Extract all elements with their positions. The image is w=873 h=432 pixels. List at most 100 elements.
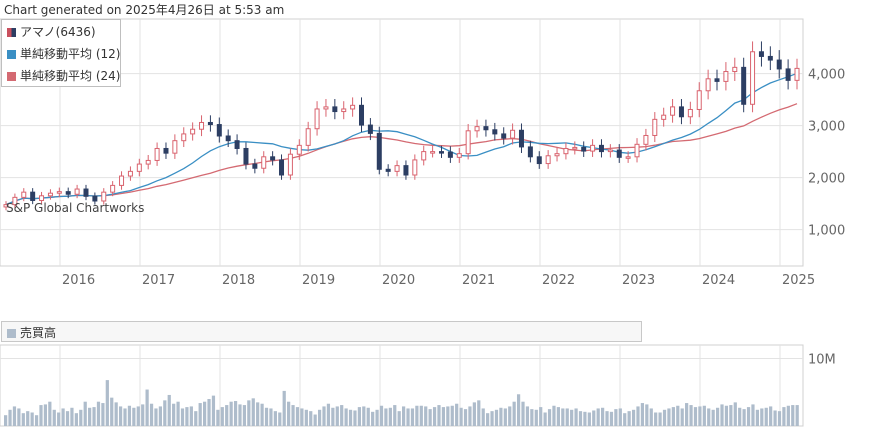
volume-bar	[428, 409, 432, 426]
candle	[359, 97, 365, 133]
volume-bar	[556, 407, 560, 426]
volume-bar	[525, 406, 530, 426]
candle	[581, 141, 587, 157]
candle	[545, 150, 551, 169]
volume-bar	[269, 408, 273, 426]
volume-bar	[61, 408, 65, 426]
candle	[332, 99, 338, 120]
price-y-tick-label: 1,000	[808, 224, 845, 239]
volume-bar	[70, 407, 74, 426]
candle-body	[234, 140, 240, 149]
candle	[616, 144, 622, 163]
volume-bar	[486, 413, 490, 426]
candle	[367, 118, 373, 141]
volume-bar	[419, 405, 423, 426]
volume-bar	[300, 408, 304, 426]
candle	[527, 140, 533, 163]
candle	[750, 41, 756, 113]
candle-body	[563, 147, 569, 155]
candle	[421, 145, 427, 166]
volume-bar	[260, 403, 264, 426]
volume-bar	[21, 413, 25, 426]
volume-bar	[340, 405, 344, 426]
volume-bar	[636, 406, 640, 426]
candle	[607, 144, 613, 158]
volume-bar	[145, 389, 149, 426]
volume-bar	[220, 407, 224, 426]
candle-body	[190, 128, 196, 135]
candle	[225, 129, 231, 148]
volume-bar	[490, 411, 494, 426]
volume-bar	[331, 407, 335, 426]
candle-body	[607, 149, 613, 153]
candle	[643, 128, 649, 151]
candle-body	[376, 132, 382, 170]
candle	[563, 142, 569, 160]
candle-body	[403, 165, 409, 176]
candle-body	[110, 184, 116, 193]
candle-body	[501, 133, 507, 139]
volume-bar	[601, 407, 605, 426]
volume-bar	[415, 405, 419, 426]
candle-body	[296, 144, 302, 155]
candle-body	[287, 153, 293, 176]
volume-bar	[614, 409, 618, 426]
candle	[350, 97, 356, 117]
price-x-tick-label: 2023	[622, 273, 655, 288]
candle	[438, 145, 444, 158]
price-y-axis: 1,000 2,000 3,000 4,000	[808, 68, 845, 239]
candle	[714, 69, 720, 91]
candle	[430, 145, 436, 158]
candle	[323, 99, 329, 117]
sma-12-line	[5, 72, 798, 206]
volume-bar	[388, 407, 392, 426]
volume-bar	[304, 409, 308, 426]
volume-bar	[43, 404, 48, 426]
volume-bar	[57, 412, 61, 426]
volume-bar	[251, 398, 255, 426]
sma12-swatch-icon	[7, 50, 16, 59]
volume-bar	[278, 412, 282, 426]
candle	[234, 134, 240, 155]
candle	[598, 139, 604, 158]
candle-body	[510, 129, 516, 139]
volume-bar	[8, 409, 12, 426]
candle	[110, 181, 116, 197]
volume-bar	[605, 411, 609, 426]
volume-bar	[83, 401, 87, 426]
candle	[83, 184, 89, 201]
volume-bar	[446, 406, 450, 426]
candle	[119, 171, 125, 190]
volume-bar	[786, 405, 790, 426]
candle-body	[652, 118, 658, 136]
volume-bar	[273, 411, 277, 426]
volume-bar	[455, 403, 459, 426]
volume-bar	[295, 407, 300, 426]
volume-bar	[539, 407, 543, 426]
volume-bar	[578, 411, 583, 426]
candle	[376, 126, 382, 175]
candle-body	[678, 106, 684, 118]
volume-bar	[627, 411, 631, 426]
volume-bar	[65, 411, 70, 426]
candle	[501, 127, 507, 145]
candle	[661, 107, 667, 127]
volume-bar	[172, 403, 176, 426]
candle-body	[776, 59, 782, 70]
candle	[510, 123, 516, 145]
price-x-tick-label: 2018	[222, 273, 255, 288]
volume-bar	[733, 402, 737, 426]
volume-bar	[662, 409, 667, 426]
candle	[154, 142, 160, 166]
volume-bar	[791, 405, 795, 426]
volume-bar	[707, 408, 711, 426]
volume-swatch-icon	[7, 329, 16, 338]
candle-body	[225, 135, 231, 142]
volume-bar	[88, 407, 92, 426]
candle	[172, 134, 178, 159]
candle	[3, 201, 9, 211]
candle-body	[127, 170, 133, 177]
volume-bar	[468, 406, 472, 426]
volume-legend: 売買高	[1, 321, 642, 342]
volume-bar	[570, 409, 574, 426]
